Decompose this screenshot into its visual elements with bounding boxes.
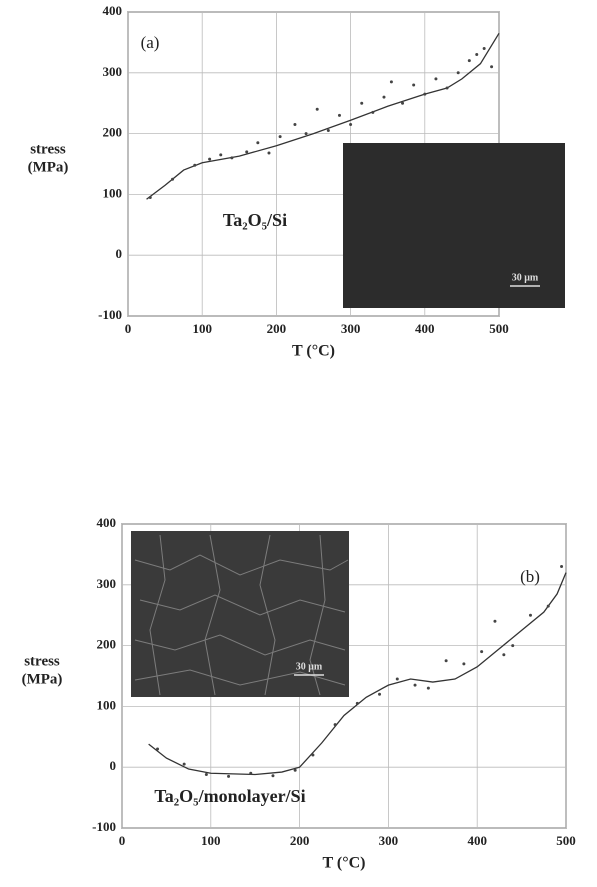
- data-point: [426, 686, 430, 690]
- data-point: [293, 768, 297, 772]
- data-point: [227, 774, 231, 778]
- data-point: [349, 122, 353, 126]
- x-tick-label: 400: [467, 833, 487, 848]
- data-point: [434, 77, 438, 81]
- sample-annotation: Ta₂O₅/monolayer/Si: [154, 786, 305, 806]
- data-point: [412, 83, 416, 87]
- data-point: [423, 92, 427, 96]
- y-tick-label: -100: [98, 307, 122, 322]
- y-tick-label: 300: [103, 64, 123, 79]
- data-point: [333, 723, 337, 727]
- x-tick-label: 200: [267, 321, 287, 336]
- data-point: [482, 46, 486, 50]
- data-point: [337, 113, 341, 117]
- x-tick-label: 0: [119, 833, 126, 848]
- data-point: [360, 101, 364, 105]
- x-tick-label: 100: [192, 321, 212, 336]
- y-tick-label: -100: [92, 819, 116, 834]
- data-point: [401, 101, 405, 105]
- data-point: [462, 662, 466, 666]
- data-point: [304, 132, 308, 136]
- scale-bar-label: 30 μm: [296, 661, 323, 672]
- y-axis-label: (MPa): [28, 159, 69, 175]
- data-point: [315, 107, 319, 111]
- panel-label: (b): [520, 567, 540, 586]
- data-point: [560, 565, 564, 569]
- data-point: [475, 53, 479, 57]
- data-point: [208, 157, 212, 161]
- x-tick-label: 400: [415, 321, 435, 336]
- data-point: [193, 163, 197, 167]
- x-tick-label: 500: [556, 833, 576, 848]
- y-tick-label: 400: [103, 3, 123, 18]
- scale-bar-label: 30 μm: [512, 272, 539, 283]
- y-tick-label: 200: [103, 125, 123, 140]
- y-tick-label: 300: [97, 576, 117, 591]
- data-point: [326, 129, 330, 133]
- data-point: [371, 110, 375, 114]
- inset-micrograph: [343, 143, 565, 308]
- y-tick-label: 100: [97, 697, 117, 712]
- data-point: [156, 747, 160, 751]
- data-point: [293, 122, 297, 126]
- data-point: [389, 80, 393, 84]
- y-axis-label: (MPa): [22, 671, 63, 687]
- data-point: [502, 653, 506, 657]
- data-point: [256, 141, 260, 145]
- data-point: [182, 762, 186, 766]
- y-tick-label: 200: [97, 637, 117, 652]
- panel-label: (a): [141, 33, 160, 52]
- fit-curve: [146, 32, 500, 200]
- data-point: [271, 774, 275, 778]
- data-point: [528, 613, 532, 617]
- data-point: [546, 604, 550, 608]
- x-tick-label: 100: [201, 833, 221, 848]
- y-axis-label: stress: [30, 141, 66, 157]
- data-point: [413, 683, 417, 687]
- y-tick-label: 0: [116, 246, 123, 261]
- data-point: [267, 151, 271, 155]
- x-tick-label: 500: [489, 321, 509, 336]
- y-tick-label: 100: [103, 185, 123, 200]
- data-point: [230, 156, 234, 160]
- sample-annotation: Ta₂O₅/Si: [223, 210, 287, 230]
- data-point: [382, 95, 386, 99]
- data-point: [204, 772, 208, 776]
- data-point: [493, 619, 497, 623]
- data-point: [444, 659, 448, 663]
- data-point: [148, 195, 152, 199]
- data-point: [278, 135, 282, 139]
- data-point: [467, 59, 471, 63]
- data-point: [219, 153, 223, 157]
- fit-curve: [148, 572, 567, 776]
- data-point: [355, 701, 359, 705]
- y-tick-label: 400: [97, 515, 117, 530]
- x-axis-label: T (°C): [292, 343, 335, 360]
- data-point: [245, 150, 249, 154]
- x-tick-label: 300: [379, 833, 399, 848]
- x-tick-label: 200: [290, 833, 310, 848]
- data-point: [378, 692, 382, 696]
- data-point: [480, 650, 484, 654]
- x-axis-label: T (°C): [323, 855, 366, 872]
- y-axis-label: stress: [24, 653, 60, 669]
- data-point: [511, 644, 515, 648]
- data-point: [311, 753, 315, 757]
- data-point: [171, 177, 175, 181]
- data-point: [249, 771, 253, 775]
- y-tick-label: 0: [110, 758, 117, 773]
- x-tick-label: 0: [125, 321, 132, 336]
- data-point: [490, 65, 494, 69]
- data-point: [456, 71, 460, 75]
- x-tick-label: 300: [341, 321, 361, 336]
- data-point: [395, 677, 399, 681]
- inset-texture: [134, 534, 349, 696]
- data-point: [445, 86, 449, 90]
